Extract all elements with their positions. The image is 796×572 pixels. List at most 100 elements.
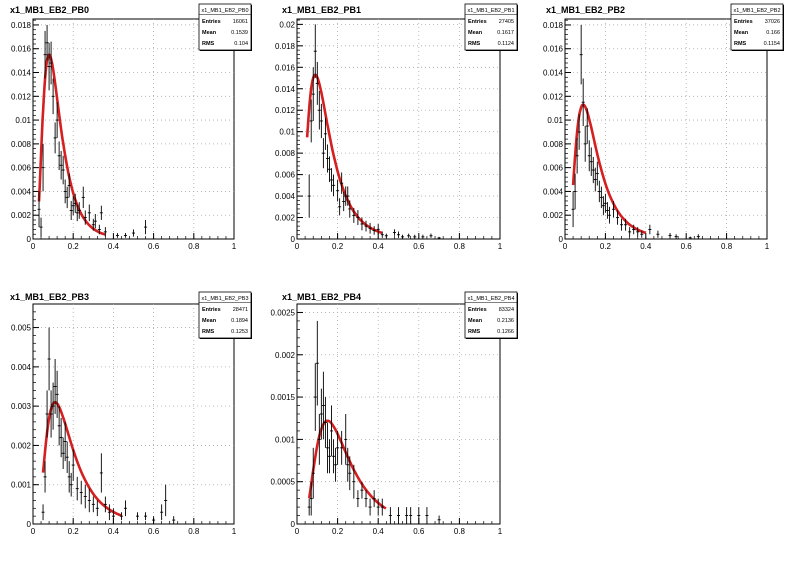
x-tick-label: 0.8 [454, 242, 466, 251]
x-tick-label: 1 [498, 242, 503, 251]
x-tick-label: 1 [232, 527, 237, 536]
stats-value: 37026 [765, 19, 780, 25]
y-tick-label: 0.018 [543, 21, 564, 30]
y-tick-label: 0.002 [11, 441, 32, 450]
chart-title: x1_MB1_EB2_PB1 [282, 5, 361, 15]
stats-box-title: x1_MB1_EB2_PB4 [467, 296, 514, 302]
x-tick-label: 0 [295, 242, 300, 251]
x-tick-label: 0.2 [332, 242, 344, 251]
stats-label: RMS [202, 41, 215, 47]
y-tick-label: 0.012 [543, 92, 564, 101]
y-tick-label: 0 [559, 235, 564, 244]
stats-label: Entries [468, 19, 487, 25]
y-tick-label: 0.002 [275, 351, 296, 360]
stats-label: RMS [202, 329, 215, 335]
plot-frame [296, 18, 501, 240]
x-tick-label: 0.4 [108, 527, 120, 536]
y-tick-label: 0.016 [11, 45, 32, 54]
y-tick-label: 0.012 [11, 92, 32, 101]
stats-box-title: x1_MB1_EB2_PB0 [201, 8, 248, 14]
fit-curve [37, 53, 107, 236]
stats-label: RMS [468, 41, 481, 47]
stats-box: x1_MB1_EB2_PB4 Entries 83324 Mean 0.2136 RMS 0… [464, 291, 518, 339]
x-tick-label: 0.4 [373, 527, 385, 536]
y-tick-label: 0.014 [543, 69, 564, 78]
x-tick-label: 0.2 [332, 527, 344, 536]
histogram-panel-2: x1_MB1_EB2_PB2 0 0.2 0.4 0.6 0.8 1 0 0.002 0.004 0… [543, 3, 784, 251]
x-tick-label: 0 [31, 242, 36, 251]
stats-box: x1_MB1_EB2_PB1 Entries 27405 Mean 0.1617 RMS 0… [464, 3, 518, 51]
x-tick-label: 0.2 [68, 242, 80, 251]
chart-title: x1_MB1_EB2_PB4 [282, 292, 361, 302]
y-tick-label: 0.014 [275, 85, 296, 94]
plot-frame [564, 18, 768, 240]
y-tick-label: 0.003 [11, 402, 32, 411]
x-tick-label: 0.4 [640, 242, 652, 251]
y-tick-label: 0.001 [11, 481, 32, 490]
y-tick-label: 0.018 [275, 42, 296, 51]
x-tick-label: 0.8 [188, 242, 200, 251]
chart-title: x1_MB1_EB2_PB0 [10, 5, 89, 15]
y-tick-label: 0 [27, 235, 32, 244]
y-tick-label: 0.006 [11, 164, 32, 173]
histogram-panel-0: x1_MB1_EB2_PB0 0 0.2 0.4 0.6 0.8 1 0 0.002 0.004 0… [10, 3, 252, 251]
stats-value: 16061 [233, 19, 248, 25]
y-tick-label: 0.01 [279, 128, 295, 137]
y-tick-label: 0.008 [11, 140, 32, 149]
y-tick-label: 0.002 [275, 214, 296, 223]
histogram-panel-4: x1_MB1_EB2_PB4 0 0.2 0.4 0.6 0.8 1 0 0.0005 0.001… [271, 291, 518, 536]
stats-value: 0.1124 [498, 41, 514, 47]
stats-label: Entries [468, 307, 487, 313]
stats-label: Mean [468, 30, 483, 36]
stats-value: 0.1266 [497, 329, 514, 335]
y-tick-label: 0.016 [543, 45, 564, 54]
stats-label: RMS [468, 329, 481, 335]
stats-label: Mean [202, 30, 217, 36]
y-tick-label: 0 [27, 520, 32, 529]
y-tick-label: 0.006 [543, 164, 564, 173]
x-tick-label: 0.8 [721, 242, 733, 251]
stats-value: 83324 [499, 307, 514, 313]
stats-value: 0.1253 [231, 329, 248, 335]
y-tick-label: 0.004 [11, 363, 32, 372]
y-tick-label: 0.0025 [271, 308, 296, 317]
y-tick-label: 0.002 [543, 211, 564, 220]
x-tick-label: 0.2 [600, 242, 612, 251]
x-tick-label: 0 [31, 527, 36, 536]
stats-label: Mean [734, 30, 749, 36]
stats-value: 0.166 [766, 30, 780, 36]
y-tick-label: 0.004 [543, 187, 564, 196]
y-tick-label: 0.0015 [271, 393, 296, 402]
x-tick-label: 0.8 [188, 527, 200, 536]
x-tick-label: 0.4 [108, 242, 120, 251]
y-tick-label: 0.008 [275, 149, 296, 158]
stats-label: Entries [202, 19, 221, 25]
x-tick-label: 1 [498, 527, 503, 536]
chart-title: x1_MB1_EB2_PB3 [10, 292, 89, 302]
histogram-panel-3: x1_MB1_EB2_PB3 0 0.2 0.4 0.6 0.8 1 0 0.001 0.002 0… [10, 291, 252, 536]
stats-value: 0.1539 [231, 30, 248, 36]
y-tick-label: 0.018 [11, 21, 32, 30]
stats-value: 0.1617 [497, 30, 514, 36]
stats-box-title: x1_MB1_EB2_PB2 [733, 8, 780, 14]
y-tick-label: 0.01 [15, 116, 31, 125]
y-tick-label: 0.01 [547, 116, 563, 125]
stats-box-frame [198, 291, 252, 339]
y-tick-label: 0.004 [275, 192, 296, 201]
stats-label: Mean [468, 318, 483, 324]
x-tick-label: 0.4 [373, 242, 385, 251]
stats-value: 28471 [233, 307, 248, 313]
x-tick-label: 1 [765, 242, 770, 251]
stats-value: 0.1894 [231, 318, 248, 324]
y-tick-label: 0.012 [275, 106, 296, 115]
fit-curve [305, 73, 383, 235]
stats-box: x1_MB1_EB2_PB0 Entries 16061 Mean 0.1539 RMS 0… [198, 3, 252, 51]
x-tick-label: 0.2 [68, 527, 80, 536]
stats-box-frame [198, 3, 252, 51]
stats-value: 0.104 [234, 41, 248, 47]
x-tick-label: 0.6 [148, 242, 160, 251]
x-tick-label: 0 [563, 242, 568, 251]
stats-box: x1_MB1_EB2_PB2 Entries 37026 Mean 0.166 RMS 0.… [730, 3, 784, 51]
x-tick-label: 1 [232, 242, 237, 251]
histogram-panel-1: x1_MB1_EB2_PB1 0 0.2 0.4 0.6 0.8 1 0 0.002 0.004 0… [275, 3, 518, 251]
